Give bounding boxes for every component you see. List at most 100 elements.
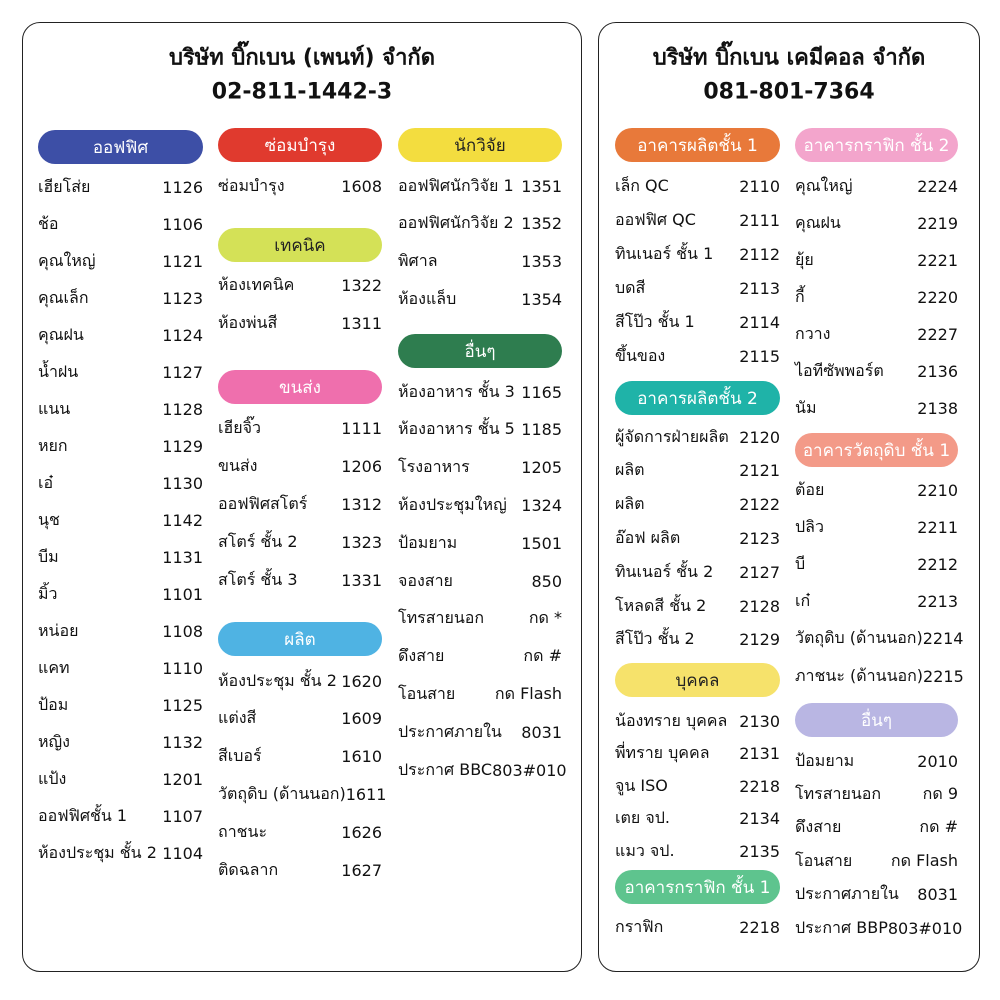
extension: 1627	[341, 860, 382, 880]
contact-name: ป้อม	[38, 694, 69, 714]
directory-row: ห้องประชุมใหญ่ 1324	[398, 493, 562, 517]
extension: 1123	[162, 288, 203, 308]
directory-row: แป้ง 1201	[38, 767, 203, 791]
extension: 1331	[341, 570, 382, 590]
directory-row: ห้องประชุม ชั้น 2 1104	[38, 841, 203, 865]
extension: 1121	[162, 251, 203, 271]
contact-name: พิศาล	[398, 250, 438, 270]
extension: 2112	[739, 244, 780, 264]
directory-row: ผู้จัดการฝ่ายผลิต 2120	[615, 425, 780, 449]
contact-name: ถาชนะ	[218, 821, 268, 841]
contact-name: โทรสายนอก	[795, 783, 882, 803]
contact-name: อ๊อฟ ผลิต	[615, 527, 681, 547]
contact-name: เฮียจิ๊ว	[218, 417, 261, 437]
directory-row: ห้องพ่นสี 1311	[218, 311, 382, 335]
contact-name: ภาชนะ (ด้านนอก)	[795, 665, 924, 685]
contact-name: หญิง	[38, 731, 70, 751]
contact-name: คุณเล็ก	[38, 287, 89, 307]
extension: 1620	[341, 671, 382, 691]
directory-row: ดึงสาย กด #	[398, 645, 562, 669]
extension: 1104	[162, 843, 203, 863]
directory-row: บีม 1131	[38, 545, 203, 569]
panel	[598, 22, 980, 972]
extension: 2131	[739, 744, 780, 763]
directory-row: กราฟิก 2218	[615, 915, 780, 939]
extension: 1626	[341, 822, 382, 842]
directory-row: ออฟฟิศสโตร์ 1312	[218, 492, 382, 516]
extension: 1124	[162, 325, 203, 345]
contact-name: ทินเนอร์ ชั้น 1	[615, 243, 714, 263]
extension: 2218	[739, 776, 780, 796]
extension: 1312	[341, 494, 382, 514]
contact-name: ห้องประชุม ชั้น 2	[218, 670, 337, 690]
contact-name: ประกาศ BBP	[795, 917, 888, 937]
extension: 2135	[739, 841, 780, 861]
directory-row: อ๊อฟ ผลิต 2123	[615, 526, 780, 550]
extension: 1206	[341, 456, 382, 476]
contact-name: แป้ง	[38, 768, 67, 788]
directory-row: ประกาศ BBP 803#010	[795, 916, 962, 940]
contact-name: กวาง	[795, 323, 831, 343]
extension: 1611	[345, 784, 387, 804]
directory-row: ต้อย 2210	[795, 478, 958, 502]
contact-name: สโตร์ ชั้น 2	[218, 531, 298, 551]
extension: 2218	[739, 917, 780, 937]
directory-row: สีเบอร์ 1610	[218, 745, 382, 769]
extension: 2224	[917, 176, 958, 196]
contact-name: ออฟฟิศ QC	[615, 209, 696, 229]
extension: 1131	[162, 547, 203, 567]
contact-name: ซ่อมบำรุง	[218, 175, 285, 195]
extension: 1354	[521, 289, 562, 309]
extension: 2111	[739, 210, 780, 230]
directory-row: ออฟฟิศนักวิจัย 1 1351	[398, 174, 562, 198]
contact-name: ออฟฟิศนักวิจัย 2	[398, 213, 514, 233]
extension: 2113	[739, 278, 780, 298]
company-phone: 02-811-1442-3	[211, 79, 393, 105]
contact-name: ห้องประชุมใหญ่	[398, 494, 507, 514]
directory-row: ขนส่ง 1206	[218, 454, 382, 478]
directory-row: หญิง 1132	[38, 730, 203, 754]
directory-row: หยก 1129	[38, 434, 203, 458]
extension: 1608	[341, 176, 382, 196]
directory-row: ผลิต 2121	[615, 459, 780, 483]
extension: 2129	[739, 630, 780, 650]
contact-name: ป้อมยาม	[795, 750, 855, 770]
extension: 8031	[917, 885, 958, 905]
directory-row: ป้อมยาม 1501	[398, 531, 562, 555]
directory-row: นุช 1142	[38, 508, 203, 532]
extension: กด Flash	[494, 683, 562, 703]
contact-name: สีเบอร์	[218, 746, 262, 766]
contact-name: วัตถุดิบ (ด้านนอก)	[218, 783, 346, 803]
directory-row: คุณเล็ก 1123	[38, 286, 203, 310]
directory-row: พิศาล 1353	[398, 249, 562, 273]
contact-name: หน่อย	[38, 620, 79, 640]
directory-row: พี่ทราย บุคคล 2131	[615, 742, 780, 766]
directory-row: หน่อย 1108	[38, 619, 203, 643]
contact-name: ติดฉลาก	[218, 859, 279, 879]
directory-row: จองสาย 850	[398, 569, 562, 593]
directory-row: บี 2212	[795, 552, 958, 576]
panel	[22, 22, 582, 972]
directory-row: นัม 2138	[795, 396, 958, 420]
contact-name: จูน ISO	[615, 775, 668, 795]
extension: 2121	[739, 461, 780, 481]
extension: 1351	[521, 176, 562, 196]
extension: 1352	[521, 214, 562, 234]
contact-name: ป้อมยาม	[398, 532, 458, 552]
extension: 1101	[162, 584, 203, 604]
directory-row: คุณฝน 2219	[795, 211, 958, 235]
directory-row: ขึ้นของ 2115	[615, 344, 780, 368]
directory-row: สโตร์ ชั้น 2 1323	[218, 530, 382, 554]
extension: 1165	[521, 382, 562, 402]
directory-row: โรงอาหาร 1205	[398, 456, 562, 480]
contact-name: โหลดสี ชั้น 2	[615, 595, 707, 615]
contact-name: สีโป๊ว ชั้น 1	[615, 311, 695, 331]
contact-name: ประกาศภายใน	[795, 884, 899, 904]
extension: 1107	[162, 806, 203, 826]
contact-name: คุณฝน	[795, 212, 841, 232]
contact-name: ไอทีซัพพอร์ต	[795, 360, 884, 380]
section-heading: อื่นๆ	[795, 703, 958, 737]
extension: กด 9	[922, 783, 958, 803]
directory-row: ติดฉลาก 1627	[218, 858, 382, 882]
extension: 2134	[739, 809, 780, 828]
